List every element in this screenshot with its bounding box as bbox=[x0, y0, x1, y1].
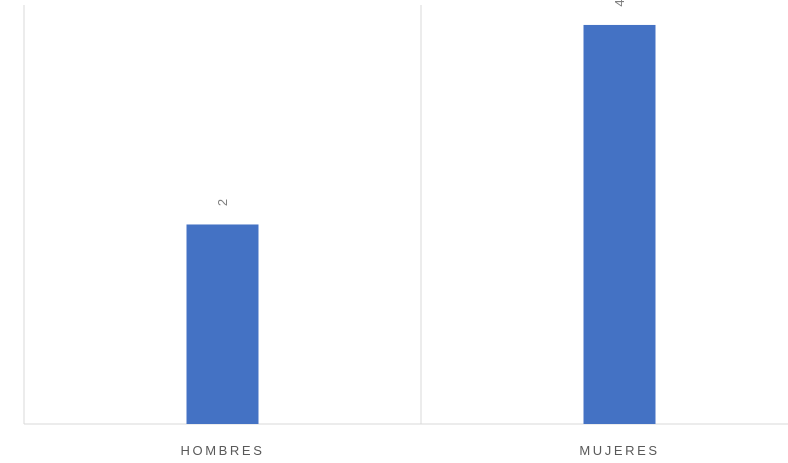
bars-group bbox=[186, 24, 656, 424]
plot-area: 24 HOMBRES MUJERES bbox=[23, 0, 788, 458]
category-label-hombres: HOMBRES bbox=[181, 443, 265, 458]
bar-mujeres bbox=[583, 24, 656, 424]
data-label-hombres: 2 bbox=[215, 199, 230, 206]
data-label-mujeres: 4 bbox=[612, 0, 627, 7]
bar-hombres bbox=[186, 224, 259, 424]
data-labels-group: 24 bbox=[215, 0, 627, 206]
category-labels-group: HOMBRES MUJERES bbox=[181, 443, 659, 458]
category-label-mujeres: MUJERES bbox=[579, 443, 659, 458]
